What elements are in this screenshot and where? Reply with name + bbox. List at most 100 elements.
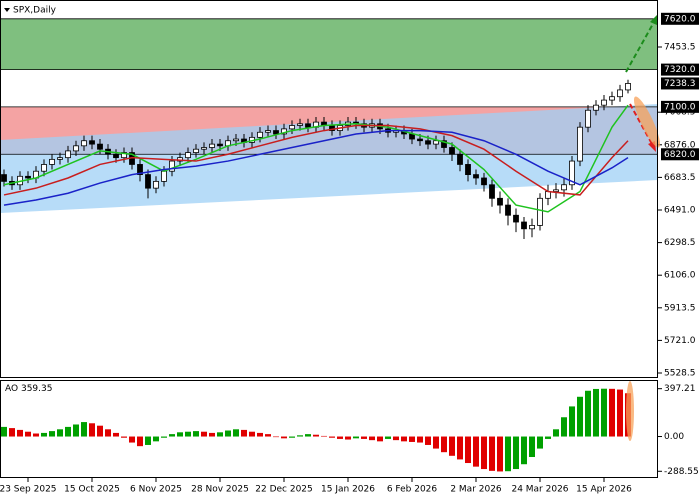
ao-bar	[81, 422, 87, 437]
ao-bar	[401, 436, 407, 442]
ao-bar	[217, 432, 223, 437]
ao-bar	[513, 436, 519, 470]
ao-bar	[457, 436, 463, 460]
ao-bar	[233, 429, 239, 437]
ao-bar	[89, 423, 95, 437]
y-tick-label: 397.21	[664, 384, 696, 394]
ao-bar	[65, 426, 71, 437]
ao-bar	[177, 432, 183, 437]
x-tick-label: 23 Sep 2025	[0, 485, 57, 495]
ao-bar	[409, 436, 415, 442]
candle-body	[121, 152, 127, 159]
ao-bar	[145, 436, 151, 445]
y-tick-label: 6876.0	[664, 140, 696, 150]
ao-bar	[441, 436, 447, 453]
ao-panel-border	[0, 380, 658, 478]
plot-area: 5528.5 5721.0 5913.5 6106.0 6298.5 6491.0 6683…	[0, 12, 699, 495]
level-label: 6820.0	[664, 150, 696, 160]
x-tick-label: 24 Mar 2026	[511, 485, 568, 495]
ao-bar	[1, 426, 7, 437]
x-tick-label: 15 Jan 2026	[321, 485, 375, 495]
candle-body	[593, 104, 599, 111]
ao-bar	[153, 436, 159, 442]
candle-body	[457, 153, 463, 165]
candle-body	[89, 140, 95, 145]
x-tick-label: 6 Feb 2026	[387, 485, 438, 495]
x-tick-label: 28 Nov 2025	[191, 485, 249, 495]
ao-bar	[505, 436, 511, 472]
candle-body	[417, 138, 423, 142]
candle-body	[425, 140, 431, 145]
moving-average	[3, 104, 629, 213]
level-label-box	[661, 63, 699, 76]
ao-bar	[425, 436, 431, 445]
ao-bar	[377, 436, 383, 442]
y-tick-label: -288.55	[664, 467, 699, 477]
ao-title: AO 359.35	[5, 384, 52, 394]
ao-bar	[521, 436, 527, 465]
ao-bar	[129, 436, 135, 443]
x-tick-label: 6 Nov 2025	[130, 485, 182, 495]
y-tick-label: 5721.0	[664, 336, 696, 346]
ao-bar	[345, 436, 351, 440]
ao-bar	[321, 435, 327, 437]
price-label: 7238.3	[664, 79, 696, 89]
ao-bar	[209, 432, 215, 437]
ao-bar	[369, 436, 375, 441]
ao-bar	[41, 432, 47, 437]
ao-bar	[9, 428, 15, 437]
y-tick-label: 6491.0	[664, 206, 696, 216]
candle-body	[161, 170, 167, 182]
y-tick-label: 0.00	[664, 432, 684, 442]
highlight	[626, 381, 634, 441]
ao-bar	[57, 429, 63, 437]
ao-bar	[545, 436, 551, 439]
y-tick-label: 5913.5	[664, 303, 696, 313]
ao-bar	[577, 396, 583, 437]
price-label-box	[661, 77, 699, 90]
candle-body	[1, 174, 7, 182]
x-tick-label: 2 Mar 2026	[450, 485, 502, 495]
y-tick-label: 6683.5	[664, 173, 696, 183]
candle-body	[513, 214, 519, 223]
ao-bar	[225, 430, 231, 437]
candle-body	[305, 123, 311, 128]
ao-bar	[601, 388, 607, 437]
ao-bar	[257, 432, 263, 437]
y-tick-label: 6106.0	[664, 271, 696, 281]
ao-bar	[313, 434, 319, 437]
price-panel-border	[0, 0, 658, 378]
candle-body	[201, 147, 207, 150]
candle-body	[73, 145, 79, 152]
up-arrow	[625, 21, 655, 73]
moving-average	[3, 129, 629, 206]
candle-body	[465, 164, 471, 176]
level-label: 7100.0	[664, 102, 696, 112]
candle-body	[57, 157, 63, 160]
candle-body	[521, 221, 527, 230]
chart-title: SPX,Daily	[13, 6, 57, 16]
candle-body	[585, 109, 591, 128]
candle-body	[273, 130, 279, 135]
ao-bar	[561, 417, 567, 437]
candle-body	[185, 152, 191, 159]
candle-body	[545, 191, 551, 199]
candle-body	[265, 130, 271, 133]
up-arrow-head	[650, 14, 658, 25]
ao-bar	[537, 436, 543, 449]
candle-body	[97, 143, 103, 150]
candle-body	[41, 164, 47, 172]
ao-bar	[481, 436, 487, 470]
candle-body	[137, 164, 143, 176]
ao-bar	[113, 432, 119, 437]
ao-bar	[529, 436, 535, 458]
ao-bar	[273, 436, 279, 438]
candle-body	[217, 143, 223, 147]
x-tick-label: 22 Dec 2025	[255, 485, 313, 495]
ao-name: AO	[5, 384, 18, 394]
ao-bar	[433, 436, 439, 449]
menu-icon	[4, 8, 10, 12]
ao-bar	[297, 435, 303, 437]
ao-bar	[33, 433, 39, 437]
candle-body	[625, 83, 631, 91]
